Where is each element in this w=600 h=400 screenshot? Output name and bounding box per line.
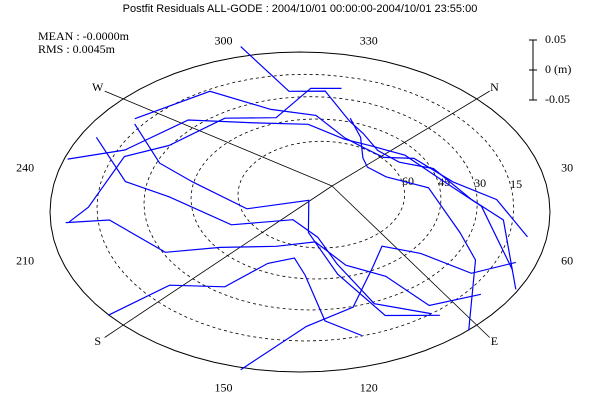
residual-track	[240, 46, 517, 290]
residual-track	[349, 117, 477, 331]
elevation-ring	[96, 73, 515, 342]
azimuth-label: 60	[561, 253, 573, 267]
azimuth-label: 150	[214, 380, 232, 394]
radial-line	[104, 90, 333, 187]
rms-annotation: RMS : 0.0045m	[38, 42, 116, 56]
chart-title: Postfit Residuals ALL-GODE : 2004/10/01 …	[123, 3, 478, 15]
radial-line	[331, 185, 490, 338]
residual-track	[67, 119, 513, 271]
azimuth-label: 240	[16, 160, 34, 174]
elevation-label: 30	[474, 176, 486, 190]
elevation-label: 60	[402, 174, 414, 188]
scale-label: -0.05	[545, 92, 570, 106]
residual-track	[134, 90, 528, 238]
azimuth-label: E	[491, 334, 498, 348]
azimuth-label: 330	[360, 33, 378, 47]
residual-track	[240, 245, 516, 371]
mean-annotation: MEAN : -0.0000m	[38, 29, 130, 43]
residual-track	[65, 219, 482, 307]
azimuth-label: N	[490, 80, 499, 94]
residual-track	[134, 123, 440, 317]
azimuth-label: S	[94, 334, 101, 348]
azimuth-label: 30	[561, 160, 573, 174]
residual-track	[95, 136, 432, 315]
elevation-label: 15	[510, 177, 522, 191]
radial-line	[331, 90, 490, 187]
azimuth-label: 210	[16, 253, 34, 267]
scale-label: 0.05	[545, 32, 566, 46]
scale-label: 0 (m)	[545, 62, 571, 76]
azimuth-label: 300	[214, 33, 232, 47]
residual-track	[68, 87, 342, 223]
residual-track	[108, 257, 363, 337]
azimuth-label: 120	[360, 380, 378, 394]
radial-line	[104, 185, 333, 338]
azimuth-label: W	[92, 80, 104, 94]
